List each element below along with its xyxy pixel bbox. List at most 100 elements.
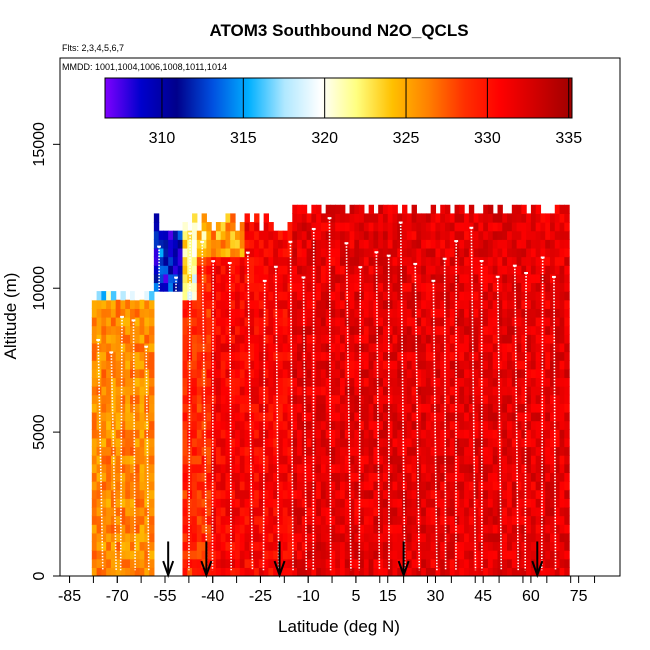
heatmap-cell — [340, 273, 346, 284]
heatmap-cell — [320, 463, 327, 473]
heatmap-cell — [445, 403, 451, 413]
heatmap-cell — [559, 558, 565, 568]
heatmap-cell — [249, 567, 255, 576]
heatmap-cell — [511, 222, 518, 232]
heatmap-cell — [507, 291, 513, 301]
heatmap-cell — [316, 351, 322, 361]
heatmap-cell — [96, 299, 102, 309]
heatmap-cell — [425, 230, 432, 240]
heatmap-cell — [110, 541, 117, 551]
heatmap-cell — [349, 273, 355, 284]
heatmap-cell — [139, 429, 145, 439]
heatmap-cell — [311, 472, 317, 482]
heatmap-cell — [316, 524, 322, 534]
heatmap-cell — [101, 334, 107, 344]
heatmap-cell — [559, 386, 565, 396]
heatmap-cell — [468, 394, 475, 404]
heatmap-cell — [320, 273, 327, 284]
heatmap-cell — [273, 481, 279, 491]
heatmap-cell — [249, 222, 255, 232]
heatmap-cell — [330, 386, 336, 396]
heatmap-cell — [301, 377, 308, 387]
heatmap-cell — [535, 446, 542, 456]
heatmap-cell — [192, 481, 198, 491]
heatmap-cell — [435, 308, 441, 318]
heatmap-cell — [483, 429, 489, 439]
heatmap-cell — [149, 386, 155, 396]
heatmap-cell — [130, 411, 136, 422]
heatmap-cell — [335, 515, 341, 525]
heatmap-cell — [125, 463, 131, 473]
heatmap-cell — [425, 265, 432, 275]
heatmap-cell — [349, 351, 355, 361]
flight-track — [188, 233, 191, 571]
heatmap-cell — [564, 411, 570, 422]
heatmap-cell — [440, 265, 446, 275]
heatmap-cell — [507, 524, 513, 534]
heatmap-cell — [335, 351, 341, 361]
heatmap-cell — [526, 420, 532, 430]
heatmap-cell — [144, 489, 150, 499]
heatmap-cell — [526, 567, 532, 576]
heatmap-cell — [492, 247, 499, 258]
heatmap-cell — [502, 308, 508, 318]
heatmap-cell — [559, 463, 565, 473]
heatmap-cell — [535, 265, 542, 275]
heatmap-cell — [244, 394, 250, 404]
heatmap-cell — [406, 567, 413, 576]
heatmap-cell — [392, 351, 398, 361]
heatmap-cell — [201, 455, 207, 465]
heatmap-cell — [449, 386, 456, 396]
heatmap-cell — [411, 420, 417, 430]
heatmap-cell — [230, 325, 236, 335]
heatmap-cell — [483, 222, 489, 232]
flight-track — [375, 252, 381, 571]
heatmap-cell — [487, 239, 494, 249]
heatmap-cell — [211, 541, 217, 551]
heatmap-cell — [215, 541, 222, 551]
heatmap-cell — [220, 455, 227, 465]
heatmap-cell — [411, 282, 417, 292]
heatmap-cell — [373, 506, 379, 517]
heatmap-cell — [130, 446, 136, 456]
heatmap-cell — [382, 386, 389, 396]
heatmap-cell — [473, 239, 480, 249]
heatmap-cell — [211, 550, 217, 560]
heatmap-cell — [550, 291, 556, 301]
heatmap-cell — [368, 515, 375, 525]
heatmap-cell — [359, 550, 365, 560]
heatmap-cell — [483, 394, 489, 404]
heatmap-cell — [526, 481, 532, 491]
heatmap-cell — [354, 368, 360, 379]
heatmap-cell — [392, 429, 398, 439]
heatmap-cell — [516, 222, 522, 232]
heatmap-cell — [297, 230, 303, 240]
heatmap-cell — [239, 368, 246, 379]
heatmap-cell — [421, 420, 427, 430]
heatmap-cell — [325, 291, 332, 301]
heatmap-cell — [502, 429, 508, 439]
heatmap-cell — [454, 282, 460, 292]
heatmap-cell — [130, 532, 136, 543]
heatmap-cell — [406, 403, 413, 413]
heatmap-cell — [497, 368, 503, 379]
heatmap-cell — [139, 481, 145, 491]
heatmap-cell — [340, 420, 346, 430]
heatmap-cell — [211, 472, 217, 482]
heatmap-cell — [397, 334, 403, 344]
heatmap-cell — [473, 222, 480, 232]
heatmap-cell — [335, 282, 341, 292]
heatmap-cell — [406, 377, 413, 387]
heatmap-cell — [526, 377, 532, 387]
heatmap-cell — [134, 368, 141, 379]
heatmap-cell — [373, 360, 379, 370]
heatmap-cell — [445, 265, 451, 275]
heatmap-cell — [535, 472, 542, 482]
heatmap-cell — [211, 351, 217, 361]
heatmap-cell — [468, 317, 475, 327]
heatmap-cell — [273, 455, 279, 465]
heatmap-cell — [120, 394, 126, 404]
heatmap-cell — [206, 437, 212, 448]
heatmap-cell — [382, 239, 389, 249]
heatmap-cell — [316, 550, 322, 560]
